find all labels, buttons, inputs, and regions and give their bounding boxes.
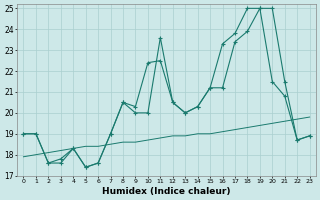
X-axis label: Humidex (Indice chaleur): Humidex (Indice chaleur) (102, 187, 231, 196)
